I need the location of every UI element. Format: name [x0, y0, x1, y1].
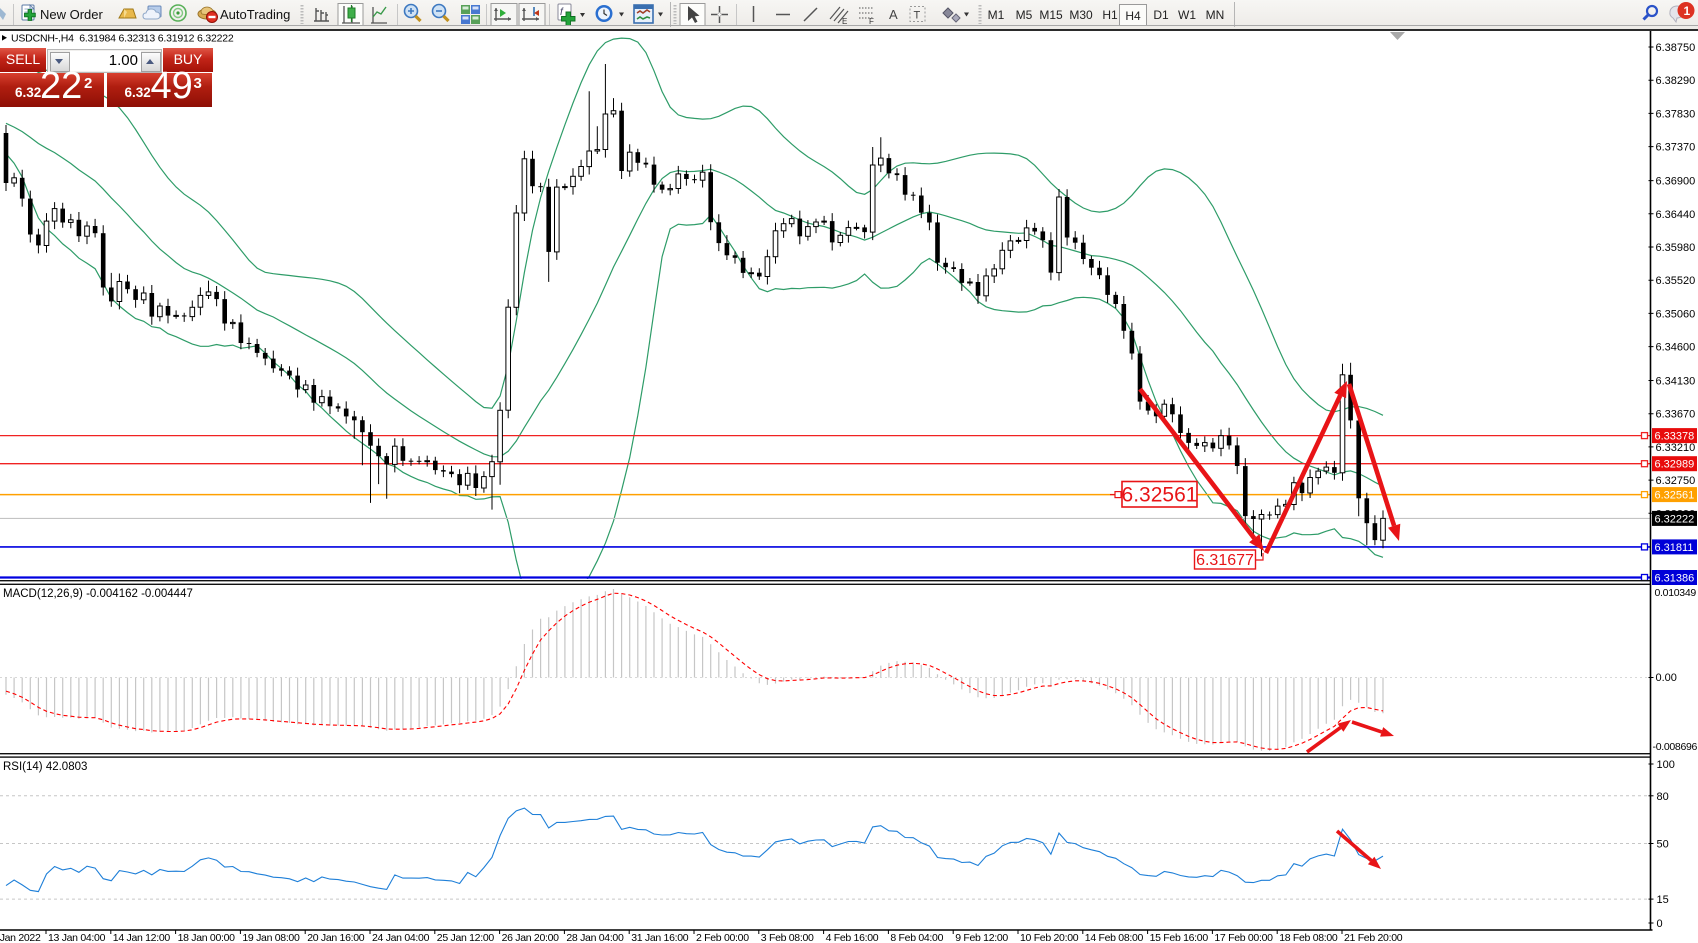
- svg-text:F: F: [869, 17, 874, 26]
- svg-text:A: A: [889, 7, 898, 22]
- svg-text:6.38290: 6.38290: [1656, 75, 1696, 87]
- svg-text:28 Jan 04:00: 28 Jan 04:00: [566, 932, 624, 943]
- svg-text:6.32561: 6.32561: [1122, 484, 1198, 507]
- svg-text:USDCNH-,H4 6.31984 6.32313 6.: USDCNH-,H4 6.31984 6.32313 6.31912 6.322…: [11, 33, 234, 45]
- svg-text:1: 1: [1684, 4, 1691, 18]
- svg-text:6.35980: 6.35980: [1656, 242, 1696, 254]
- svg-text:6.32750: 6.32750: [1656, 475, 1696, 487]
- svg-text:6.33670: 6.33670: [1656, 409, 1696, 421]
- svg-text:6.31386: 6.31386: [1655, 573, 1695, 585]
- svg-text:14 Jan 12:00: 14 Jan 12:00: [113, 932, 171, 943]
- svg-text:6.32222: 6.32222: [1655, 513, 1695, 525]
- svg-text:6.32989: 6.32989: [1655, 459, 1695, 471]
- svg-text:8 Feb 04:00: 8 Feb 04:00: [890, 932, 943, 943]
- svg-text:20 Jan 16:00: 20 Jan 16:00: [307, 932, 365, 943]
- svg-text:15 Feb 16:00: 15 Feb 16:00: [1150, 932, 1209, 943]
- svg-text:25 Jan 12:00: 25 Jan 12:00: [437, 932, 495, 943]
- svg-text:10 Feb 20:00: 10 Feb 20:00: [1020, 932, 1079, 943]
- svg-text:26 Jan 20:00: 26 Jan 20:00: [502, 932, 560, 943]
- svg-text:4 Feb 16:00: 4 Feb 16:00: [826, 932, 879, 943]
- svg-text:31 Jan 16:00: 31 Jan 16:00: [631, 932, 689, 943]
- svg-text:E: E: [842, 17, 847, 26]
- svg-text:100: 100: [1657, 759, 1675, 771]
- svg-text:6.37370: 6.37370: [1656, 142, 1696, 154]
- svg-text:6.35520: 6.35520: [1656, 275, 1696, 287]
- svg-text:6.38750: 6.38750: [1656, 42, 1696, 54]
- svg-text:RSI(14) 42.0803: RSI(14) 42.0803: [3, 761, 87, 773]
- svg-text:6.33378: 6.33378: [1655, 431, 1695, 443]
- svg-text:MACD(12,26,9) -0.004162 -0.004: MACD(12,26,9) -0.004162 -0.004447: [3, 588, 193, 600]
- svg-text:17 Feb 00:00: 17 Feb 00:00: [1214, 932, 1273, 943]
- svg-text:3 Feb 08:00: 3 Feb 08:00: [761, 932, 814, 943]
- svg-text:19 Jan 08:00: 19 Jan 08:00: [242, 932, 300, 943]
- svg-text:6.36440: 6.36440: [1656, 209, 1696, 221]
- svg-text:-0.008696: -0.008696: [1653, 741, 1698, 753]
- svg-text:6.37830: 6.37830: [1656, 108, 1696, 120]
- svg-text:6.36900: 6.36900: [1656, 176, 1696, 188]
- svg-text:24 Jan 04:00: 24 Jan 04:00: [372, 932, 430, 943]
- svg-text:T: T: [914, 10, 921, 22]
- svg-text:6.31811: 6.31811: [1655, 542, 1694, 554]
- svg-text:18 Jan 00:00: 18 Jan 00:00: [178, 932, 236, 943]
- svg-text:18 Feb 08:00: 18 Feb 08:00: [1279, 932, 1338, 943]
- svg-text:6.31677: 6.31677: [1196, 552, 1254, 569]
- svg-text:6.35060: 6.35060: [1656, 308, 1696, 320]
- svg-text:9 Feb 12:00: 9 Feb 12:00: [955, 932, 1008, 943]
- svg-text:14 Feb 08:00: 14 Feb 08:00: [1085, 932, 1144, 943]
- svg-text:50: 50: [1657, 839, 1669, 851]
- svg-text:2 Feb 00:00: 2 Feb 00:00: [696, 932, 749, 943]
- svg-text:21 Feb 20:00: 21 Feb 20:00: [1344, 932, 1403, 943]
- svg-text:13 Jan 04:00: 13 Jan 04:00: [48, 932, 106, 943]
- svg-text:f: f: [560, 7, 564, 18]
- svg-text:6.34600: 6.34600: [1656, 342, 1696, 354]
- svg-text:6.33210: 6.33210: [1656, 442, 1696, 454]
- svg-text:6.32561: 6.32561: [1655, 490, 1695, 502]
- svg-text:0: 0: [1657, 918, 1663, 930]
- svg-text:15: 15: [1657, 894, 1669, 906]
- svg-text:0.00: 0.00: [1656, 672, 1677, 684]
- svg-text:0.010349: 0.010349: [1655, 587, 1697, 599]
- svg-text:12 Jan 2022: 12 Jan 2022: [0, 932, 41, 943]
- svg-text:80: 80: [1657, 791, 1669, 803]
- svg-text:6.34130: 6.34130: [1656, 376, 1696, 388]
